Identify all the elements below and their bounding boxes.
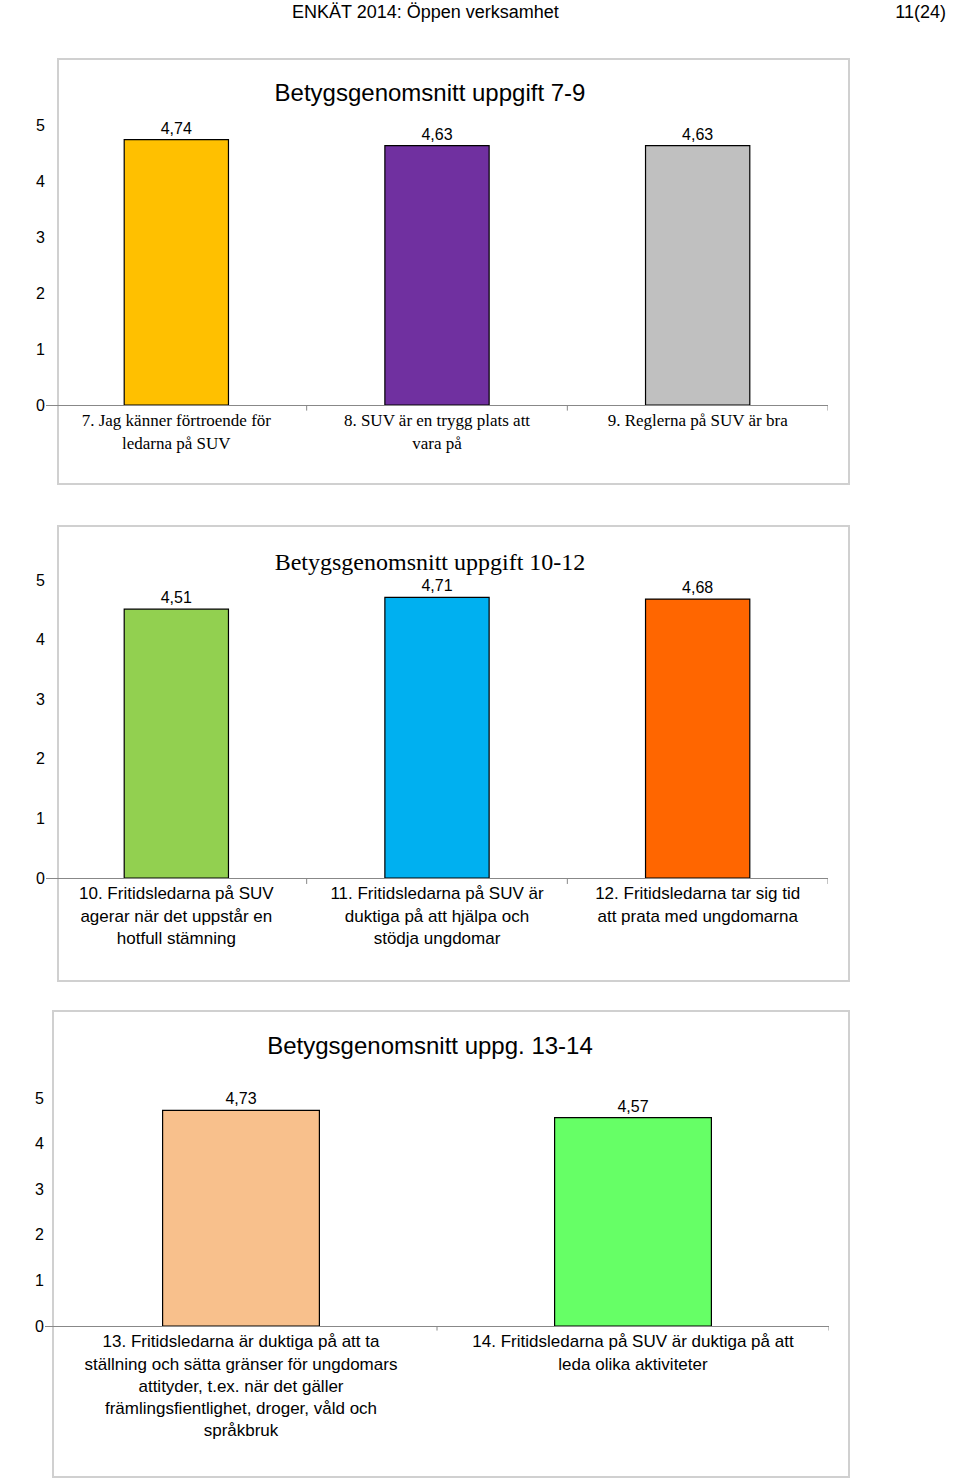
svg-text:4,68: 4,68 [682, 579, 713, 596]
svg-text:3: 3 [36, 691, 45, 708]
svg-text:2: 2 [35, 1226, 44, 1243]
svg-text:2: 2 [36, 750, 45, 767]
svg-text:11. Fritidsledarna på SUV ärdu: 11. Fritidsledarna på SUV ärduktiga på a… [330, 884, 544, 947]
svg-text:1: 1 [35, 1272, 44, 1289]
html-text:ENKÄT 2014: Öppen verksamhet: ENKÄT 2014: Öppen verksamhet [292, 2, 559, 22]
svg-text:10. Fritidsledarna på SUVagera: 10. Fritidsledarna på SUVagerar när det … [79, 884, 274, 947]
svg-text:0: 0 [35, 1318, 44, 1335]
svg-text:4,63: 4,63 [421, 126, 452, 143]
svg-text:3: 3 [35, 1181, 44, 1198]
svg-text:5: 5 [36, 117, 45, 134]
svg-text:5: 5 [36, 572, 45, 589]
svg-text:1: 1 [36, 341, 45, 358]
svg-text:4,74: 4,74 [161, 120, 192, 137]
svg-text:Betygsgenomsnitt uppgift 10-12: Betygsgenomsnitt uppgift 10-12 [275, 549, 586, 575]
svg-text:2: 2 [36, 285, 45, 302]
svg-text:4,51: 4,51 [161, 589, 192, 606]
svg-text:9. Reglerna på SUV är bra: 9. Reglerna på SUV är bra [608, 411, 788, 430]
svg-text:8. SUV är en trygg plats attva: 8. SUV är en trygg plats attvara på [344, 411, 530, 452]
svg-text:Betygsgenomsnitt uppgift 7-9: Betygsgenomsnitt uppgift 7-9 [275, 79, 586, 106]
svg-text:0: 0 [36, 870, 45, 887]
svg-text:0: 0 [36, 397, 45, 414]
svg-text:4,73: 4,73 [225, 1090, 256, 1107]
svg-text:7. Jag känner förtroende förle: 7. Jag känner förtroende förledarna på S… [82, 411, 272, 452]
svg-text:5: 5 [35, 1090, 44, 1107]
svg-text:4,63: 4,63 [682, 126, 713, 143]
svg-text:4,57: 4,57 [617, 1098, 648, 1115]
svg-text:14. Fritidsledarna på SUV är d: 14. Fritidsledarna på SUV är duktiga på … [472, 1332, 794, 1373]
svg-text:12. Fritidsledarna tar sig tid: 12. Fritidsledarna tar sig tidatt prata … [595, 884, 800, 925]
svg-text:4: 4 [35, 1135, 44, 1152]
svg-text:4: 4 [36, 173, 45, 190]
svg-text:3: 3 [36, 229, 45, 246]
html-text:11(24): 11(24) [895, 2, 946, 22]
svg-text:Betygsgenomsnitt uppg. 13-14: Betygsgenomsnitt uppg. 13-14 [267, 1032, 593, 1059]
svg-text:4: 4 [36, 631, 45, 648]
svg-text:4,71: 4,71 [421, 577, 452, 594]
svg-text:13. Fritidsledarna är duktiga: 13. Fritidsledarna är duktiga på att tas… [85, 1332, 398, 1439]
svg-text:1: 1 [36, 810, 45, 827]
